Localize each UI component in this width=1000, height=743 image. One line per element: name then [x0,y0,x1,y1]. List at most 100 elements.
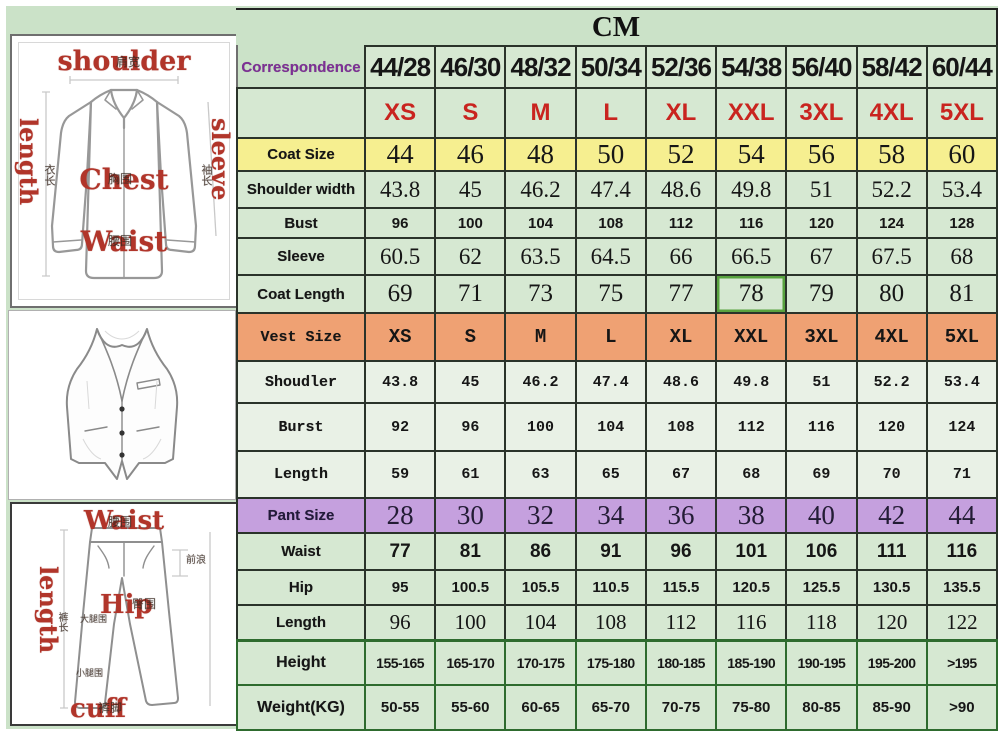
cell-height-4: 180-185 [644,638,718,686]
cell-weight-4: 70-75 [644,684,718,731]
cell-coat-length-8: 81 [925,274,999,314]
cell-vest-shoulder-8: 53.4 [925,360,999,404]
table-row-pant-hip: Hip 95 100.5 105.5 110.5 115.5 120.5 125.5 130.5… [236,569,999,606]
cell-height-6: 190-195 [785,638,858,686]
row-label-corr: Correspondence [237,46,366,89]
jacket-chest-cjk-annotation: 胸围 [108,172,133,186]
cell-coat-size-7: 58 [855,137,928,172]
pants-rise-cjk-annotation: 前浪 [186,555,206,566]
row-label-vest-length: Length [236,450,366,499]
cell-shoulder-width-0: 43.8 [363,170,437,209]
cell-vest-size-6: 3XL [785,312,858,362]
row-label-sleeve: Sleeve [236,237,366,276]
cell-height-2: 170-175 [504,638,577,686]
cell-pant-length-6: 118 [785,604,858,641]
jacket-diagram-icon [42,76,217,280]
cell-pant-length-7: 120 [855,604,928,641]
cell-coat-length-0: 69 [363,274,437,314]
size-table-body: Correspondence 44/28 46/30 48/32 50/34 52/36 5… [236,45,999,731]
cell-weight-0: 50-55 [363,684,437,731]
cell-coat-size-8: 60 [925,137,999,172]
cell-height-0: 155-165 [363,638,437,686]
cell-sleeve-4: 66 [644,237,718,276]
table-row-weight: Weight(KG) 50-55 55-60 60-65 65-70 70-75 75-80… [236,684,999,731]
vest-diagram-icon [65,328,179,480]
cell-vest-shoulder-1: 45 [434,360,507,404]
row-label-coat-size: Coat Size [236,137,366,172]
cell-pant-waist-7: 111 [855,532,928,571]
row-label-pant-hip: Hip [236,569,366,606]
cell-vest-length-7: 70 [855,450,928,499]
cell-bust-2: 104 [504,207,577,239]
cell-shoulder-width-4: 48.6 [644,170,718,209]
cell-shoulder-width-6: 51 [785,170,858,209]
cell-vest-bust-7: 120 [855,402,928,452]
cell-coat-size-0: 44 [363,137,437,172]
vest-panel [8,310,236,500]
jacket-chest-label: Chest [79,163,169,196]
cell-pant-size-4: 36 [644,497,718,534]
table-row-vest-size: Vest Size XS S M L XL XXL 3XL 4XL 5XL [236,312,999,362]
cell-sleeve-1: 62 [434,237,507,276]
cell-vest-size-7: 4XL [855,312,928,362]
cell-corr-1: 46/30 [434,45,507,89]
cell-corr-3: 50/34 [574,45,647,89]
table-row-vest-bust: Burst 92 96 100 104 108 112 116 120 124 [236,402,999,452]
cell-vest-shoulder-2: 46.2 [504,360,577,404]
cell-pant-length-3: 108 [574,604,647,641]
pants-thigh-cjk-annotation: 大腿围 [80,615,108,625]
cell-pant-waist-1: 81 [434,532,507,571]
cell-letters-0: XS [363,87,437,139]
cell-pant-size-0: 28 [363,497,437,534]
cell-height-3: 175-180 [574,638,647,686]
cell-height-8: >195 [925,638,999,686]
cell-bust-5: 116 [715,207,788,239]
cell-bust-4: 112 [644,207,718,239]
cell-pant-length-2: 104 [504,604,577,641]
pants-measurement-panel: Waist length Hip cuff 腰围 臀围 裤长 裤脚 前浪 大腿围… [10,502,238,726]
cell-coat-length-1: 71 [434,274,507,314]
cell-pant-waist-0: 77 [363,532,437,571]
cell-letters-8: 5XL [925,87,999,139]
cell-vest-size-5: XXL [715,312,788,362]
cell-sleeve-6: 67 [785,237,858,276]
cell-vest-size-2: M [504,312,577,362]
cell-shoulder-width-8: 53.4 [925,170,999,209]
cell-weight-1: 55-60 [434,684,507,731]
cell-pant-length-5: 116 [715,604,788,641]
cell-weight-8: >90 [925,684,999,731]
jacket-sleeve-cjk-annotation: 袖长 [200,164,213,186]
cell-letters-3: L [574,87,647,139]
cell-pant-hip-5: 120.5 [715,569,788,606]
cell-pant-length-0: 96 [363,604,437,641]
cell-pant-hip-4: 115.5 [644,569,718,606]
cell-corr-2: 48/32 [504,45,577,89]
cell-pant-length-8: 122 [925,604,999,641]
cell-pant-size-7: 42 [855,497,928,534]
cell-corr-8: 60/44 [925,45,999,89]
cell-vest-shoulder-0: 43.8 [363,360,437,404]
cell-weight-6: 80-85 [785,684,858,731]
cell-vest-length-1: 61 [434,450,507,499]
pants-hip-cjk-annotation: 臀围 [132,597,157,611]
table-row-pant-length: Length 96 100 104 108 112 116 118 120 122 [236,604,999,641]
cell-sleeve-3: 64.5 [574,237,647,276]
jacket-shoulder-label: shoulder [57,46,191,77]
row-label-pant-length: Length [236,604,366,641]
cell-vest-length-5: 68 [715,450,788,499]
pants-waist-cjk-annotation: 腰围 [108,515,133,529]
table-row-pant-size: Pant Size 28 30 32 34 36 38 40 42 44 [236,497,999,534]
cell-letters-1: S [434,87,507,139]
cell-corr-6: 56/40 [785,45,858,89]
cell-coat-length-5: 78 [715,274,788,314]
jacket-length-cjk-annotation: 衣长 [43,164,56,186]
cell-pant-length-4: 112 [644,604,718,641]
row-label-vest-shoulder: Shoudler [236,360,366,404]
cell-pant-hip-1: 100.5 [434,569,507,606]
units-header: CM [236,8,998,45]
cell-pant-waist-5: 101 [715,532,788,571]
cell-weight-2: 60-65 [504,684,577,731]
size-table-section: CM Correspondence 44/28 46/30 48/32 50/34 52/… [236,8,999,731]
row-label-coat-length: Coat Length [236,274,366,314]
